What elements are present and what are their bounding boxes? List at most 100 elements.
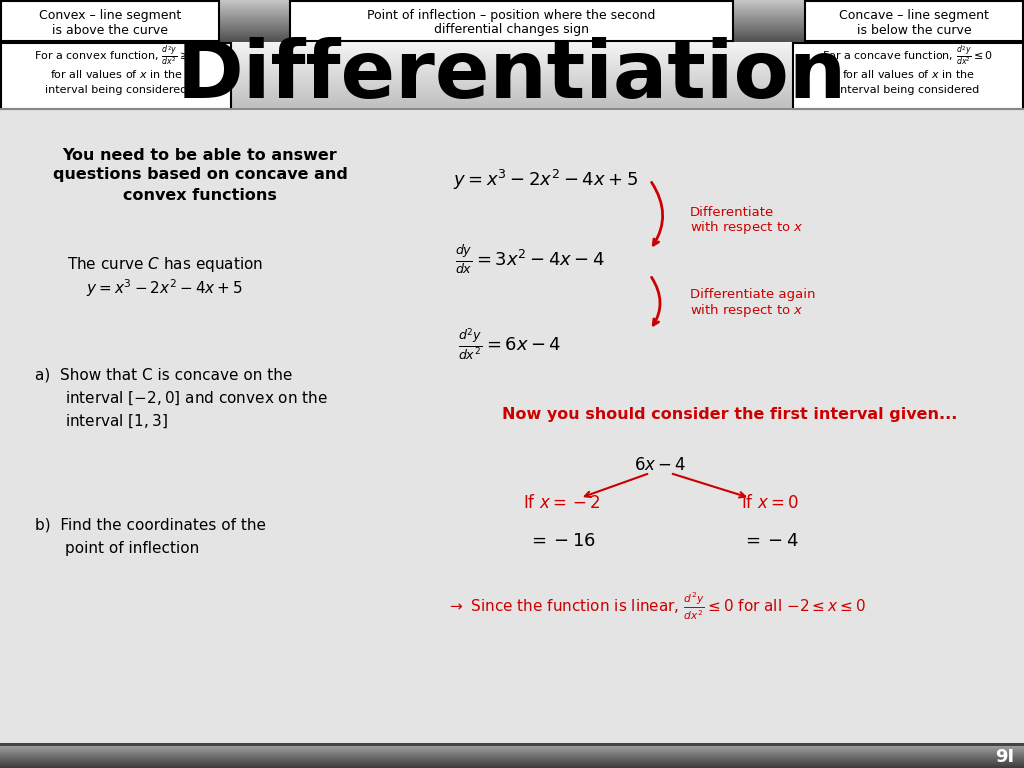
Text: a)  Show that C is concave on the: a) Show that C is concave on the: [35, 368, 293, 382]
FancyBboxPatch shape: [0, 762, 1024, 763]
Text: interval being considered: interval being considered: [837, 85, 979, 95]
FancyBboxPatch shape: [0, 75, 1024, 76]
FancyBboxPatch shape: [220, 29, 805, 30]
FancyBboxPatch shape: [0, 57, 1024, 58]
FancyBboxPatch shape: [0, 107, 1024, 108]
FancyBboxPatch shape: [0, 93, 1024, 94]
Text: Now you should consider the first interval given...: Now you should consider the first interv…: [503, 408, 957, 422]
FancyBboxPatch shape: [0, 88, 1024, 89]
FancyBboxPatch shape: [220, 19, 805, 20]
FancyBboxPatch shape: [0, 102, 1024, 103]
FancyBboxPatch shape: [0, 47, 1024, 48]
FancyBboxPatch shape: [220, 9, 805, 10]
FancyBboxPatch shape: [0, 747, 1024, 748]
FancyBboxPatch shape: [0, 52, 1024, 53]
FancyBboxPatch shape: [290, 1, 733, 41]
FancyBboxPatch shape: [0, 0, 1024, 42]
FancyBboxPatch shape: [0, 61, 1024, 62]
FancyBboxPatch shape: [0, 763, 1024, 764]
FancyBboxPatch shape: [220, 37, 805, 38]
FancyBboxPatch shape: [220, 23, 805, 24]
Text: You need to be able to answer: You need to be able to answer: [62, 147, 337, 163]
FancyBboxPatch shape: [0, 69, 1024, 70]
FancyBboxPatch shape: [220, 39, 805, 40]
Text: interval $[1,3]$: interval $[1,3]$: [65, 412, 168, 430]
FancyBboxPatch shape: [0, 83, 1024, 84]
FancyBboxPatch shape: [0, 109, 1024, 110]
FancyBboxPatch shape: [0, 60, 1024, 61]
Text: point of inflection: point of inflection: [65, 541, 200, 555]
FancyBboxPatch shape: [220, 18, 805, 19]
FancyBboxPatch shape: [220, 4, 805, 5]
Text: b)  Find the coordinates of the: b) Find the coordinates of the: [35, 518, 266, 532]
FancyBboxPatch shape: [0, 87, 1024, 88]
FancyBboxPatch shape: [0, 80, 1024, 81]
Text: $\frac{d^2y}{dx^2} = 6x - 4$: $\frac{d^2y}{dx^2} = 6x - 4$: [459, 327, 562, 363]
FancyBboxPatch shape: [0, 43, 1024, 44]
FancyBboxPatch shape: [0, 753, 1024, 754]
Text: Differentiate again: Differentiate again: [690, 288, 815, 301]
FancyBboxPatch shape: [0, 750, 1024, 751]
FancyBboxPatch shape: [0, 765, 1024, 766]
FancyBboxPatch shape: [0, 56, 1024, 57]
FancyBboxPatch shape: [0, 92, 1024, 93]
FancyBboxPatch shape: [0, 757, 1024, 758]
FancyBboxPatch shape: [220, 40, 805, 41]
FancyBboxPatch shape: [1, 1, 219, 41]
Text: with respect to $x$: with respect to $x$: [690, 302, 804, 319]
FancyBboxPatch shape: [0, 46, 1024, 47]
Text: with respect to $x$: with respect to $x$: [690, 220, 804, 237]
FancyBboxPatch shape: [0, 63, 1024, 64]
Text: differential changes sign: differential changes sign: [433, 24, 589, 37]
FancyBboxPatch shape: [220, 14, 805, 15]
Text: convex functions: convex functions: [123, 187, 276, 203]
FancyBboxPatch shape: [220, 34, 805, 35]
FancyBboxPatch shape: [220, 35, 805, 36]
FancyBboxPatch shape: [0, 86, 1024, 87]
FancyBboxPatch shape: [0, 72, 1024, 73]
FancyBboxPatch shape: [0, 74, 1024, 75]
FancyBboxPatch shape: [220, 25, 805, 26]
FancyBboxPatch shape: [0, 48, 1024, 49]
Text: interval being considered: interval being considered: [45, 85, 187, 95]
FancyBboxPatch shape: [220, 38, 805, 39]
Text: is above the curve: is above the curve: [52, 24, 168, 37]
FancyBboxPatch shape: [0, 55, 1024, 56]
FancyBboxPatch shape: [0, 79, 1024, 80]
FancyBboxPatch shape: [220, 33, 805, 34]
FancyBboxPatch shape: [0, 99, 1024, 100]
FancyBboxPatch shape: [220, 20, 805, 21]
FancyBboxPatch shape: [0, 751, 1024, 752]
Text: Differentiate: Differentiate: [690, 206, 774, 219]
FancyBboxPatch shape: [0, 752, 1024, 753]
Text: Differentiation: Differentiation: [177, 37, 847, 115]
FancyBboxPatch shape: [0, 85, 1024, 86]
FancyBboxPatch shape: [220, 30, 805, 31]
FancyBboxPatch shape: [220, 24, 805, 25]
FancyBboxPatch shape: [0, 100, 1024, 101]
Text: For a concave function, $\frac{d^2y}{dx^2} \leq 0$: For a concave function, $\frac{d^2y}{dx^…: [822, 45, 993, 68]
FancyBboxPatch shape: [0, 62, 1024, 63]
FancyBboxPatch shape: [220, 7, 805, 8]
FancyBboxPatch shape: [0, 78, 1024, 79]
FancyBboxPatch shape: [0, 110, 1024, 768]
FancyBboxPatch shape: [0, 81, 1024, 82]
FancyBboxPatch shape: [0, 51, 1024, 52]
FancyBboxPatch shape: [0, 73, 1024, 74]
FancyBboxPatch shape: [0, 71, 1024, 72]
FancyBboxPatch shape: [0, 748, 1024, 749]
FancyBboxPatch shape: [0, 94, 1024, 95]
FancyBboxPatch shape: [0, 64, 1024, 65]
FancyBboxPatch shape: [220, 27, 805, 28]
FancyBboxPatch shape: [0, 749, 1024, 750]
FancyBboxPatch shape: [220, 12, 805, 13]
FancyBboxPatch shape: [0, 59, 1024, 60]
FancyBboxPatch shape: [0, 108, 1024, 109]
FancyBboxPatch shape: [0, 746, 1024, 747]
FancyBboxPatch shape: [0, 45, 1024, 46]
FancyBboxPatch shape: [220, 26, 805, 27]
FancyBboxPatch shape: [0, 105, 1024, 106]
Text: is below the curve: is below the curve: [857, 24, 972, 37]
FancyBboxPatch shape: [220, 28, 805, 29]
Text: $y = x^3 - 2x^2 - 4x + 5$: $y = x^3 - 2x^2 - 4x + 5$: [453, 168, 638, 192]
